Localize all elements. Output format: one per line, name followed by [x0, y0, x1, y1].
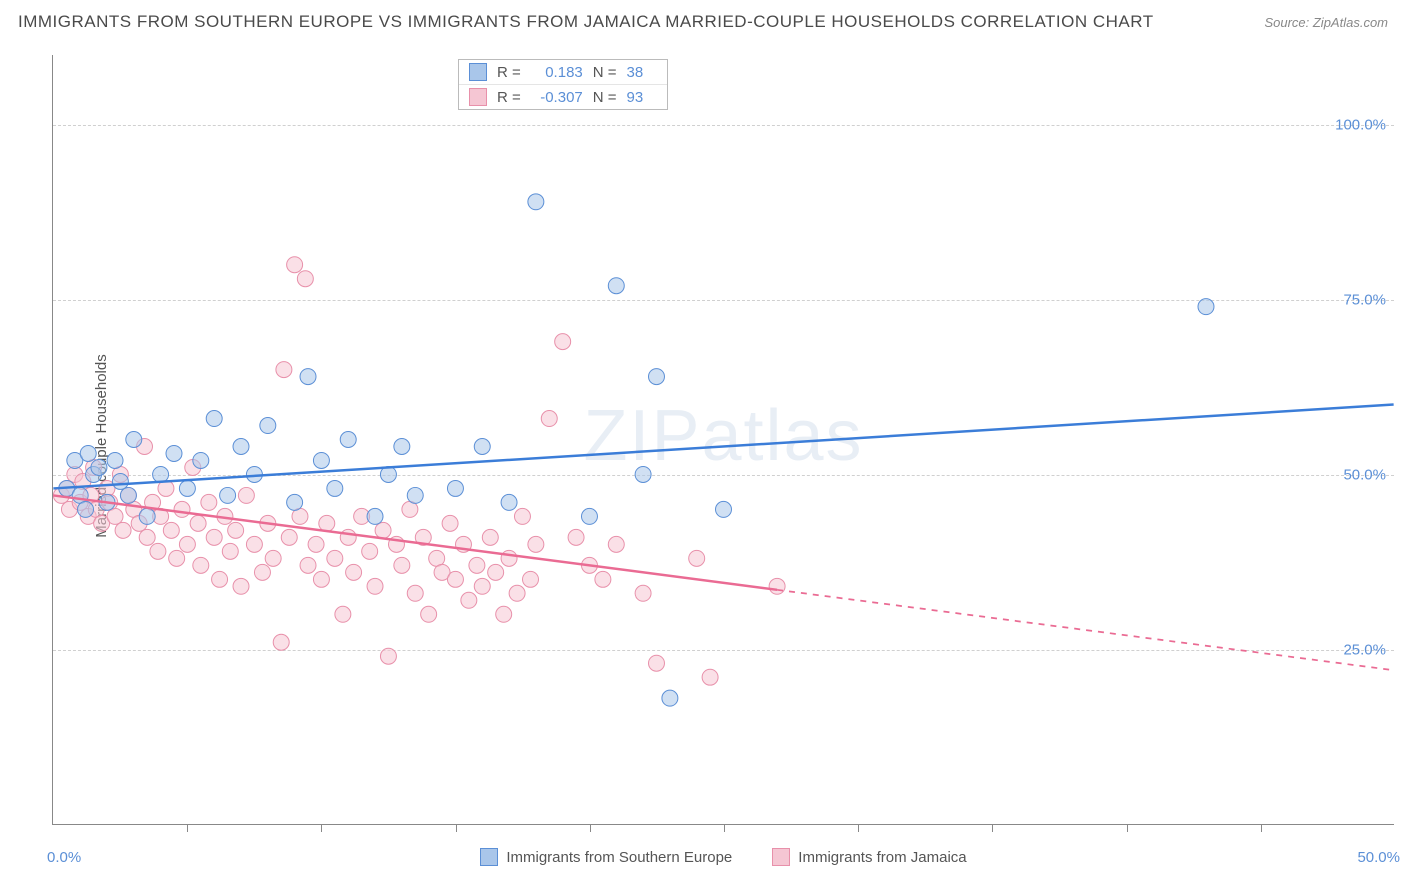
- legend-item-series-1: Immigrants from Southern Europe: [480, 848, 732, 866]
- swatch-icon: [772, 848, 790, 866]
- chart-plot-area: ZIPatlas 25.0%50.0%75.0%100.0% 0.0% 50.0…: [52, 55, 1394, 825]
- stats-row-series-1: R = 0.183 N = 38: [459, 60, 667, 84]
- legend-label: Immigrants from Jamaica: [798, 849, 966, 866]
- stat-n-label: N =: [593, 64, 617, 81]
- swatch-icon: [469, 88, 487, 106]
- legend-label: Immigrants from Southern Europe: [506, 849, 732, 866]
- scatter-plot-svg: [53, 55, 1394, 824]
- chart-header: IMMIGRANTS FROM SOUTHERN EUROPE VS IMMIG…: [0, 0, 1406, 40]
- chart-source: Source: ZipAtlas.com: [1264, 15, 1388, 30]
- stat-r-value: 0.183: [531, 64, 583, 81]
- stats-row-series-2: R = -0.307 N = 93: [459, 84, 667, 109]
- swatch-icon: [469, 63, 487, 81]
- bottom-legend: Immigrants from Southern Europe Immigran…: [53, 848, 1394, 866]
- stat-r-label: R =: [497, 64, 521, 81]
- stat-r-value: -0.307: [531, 89, 583, 106]
- swatch-icon: [480, 848, 498, 866]
- stat-n-value: 93: [627, 89, 657, 106]
- stat-n-label: N =: [593, 89, 617, 106]
- correlation-stats-box: R = 0.183 N = 38 R = -0.307 N = 93: [458, 59, 668, 110]
- stat-r-label: R =: [497, 89, 521, 106]
- chart-title: IMMIGRANTS FROM SOUTHERN EUROPE VS IMMIG…: [18, 12, 1154, 32]
- legend-item-series-2: Immigrants from Jamaica: [772, 848, 966, 866]
- stat-n-value: 38: [627, 64, 657, 81]
